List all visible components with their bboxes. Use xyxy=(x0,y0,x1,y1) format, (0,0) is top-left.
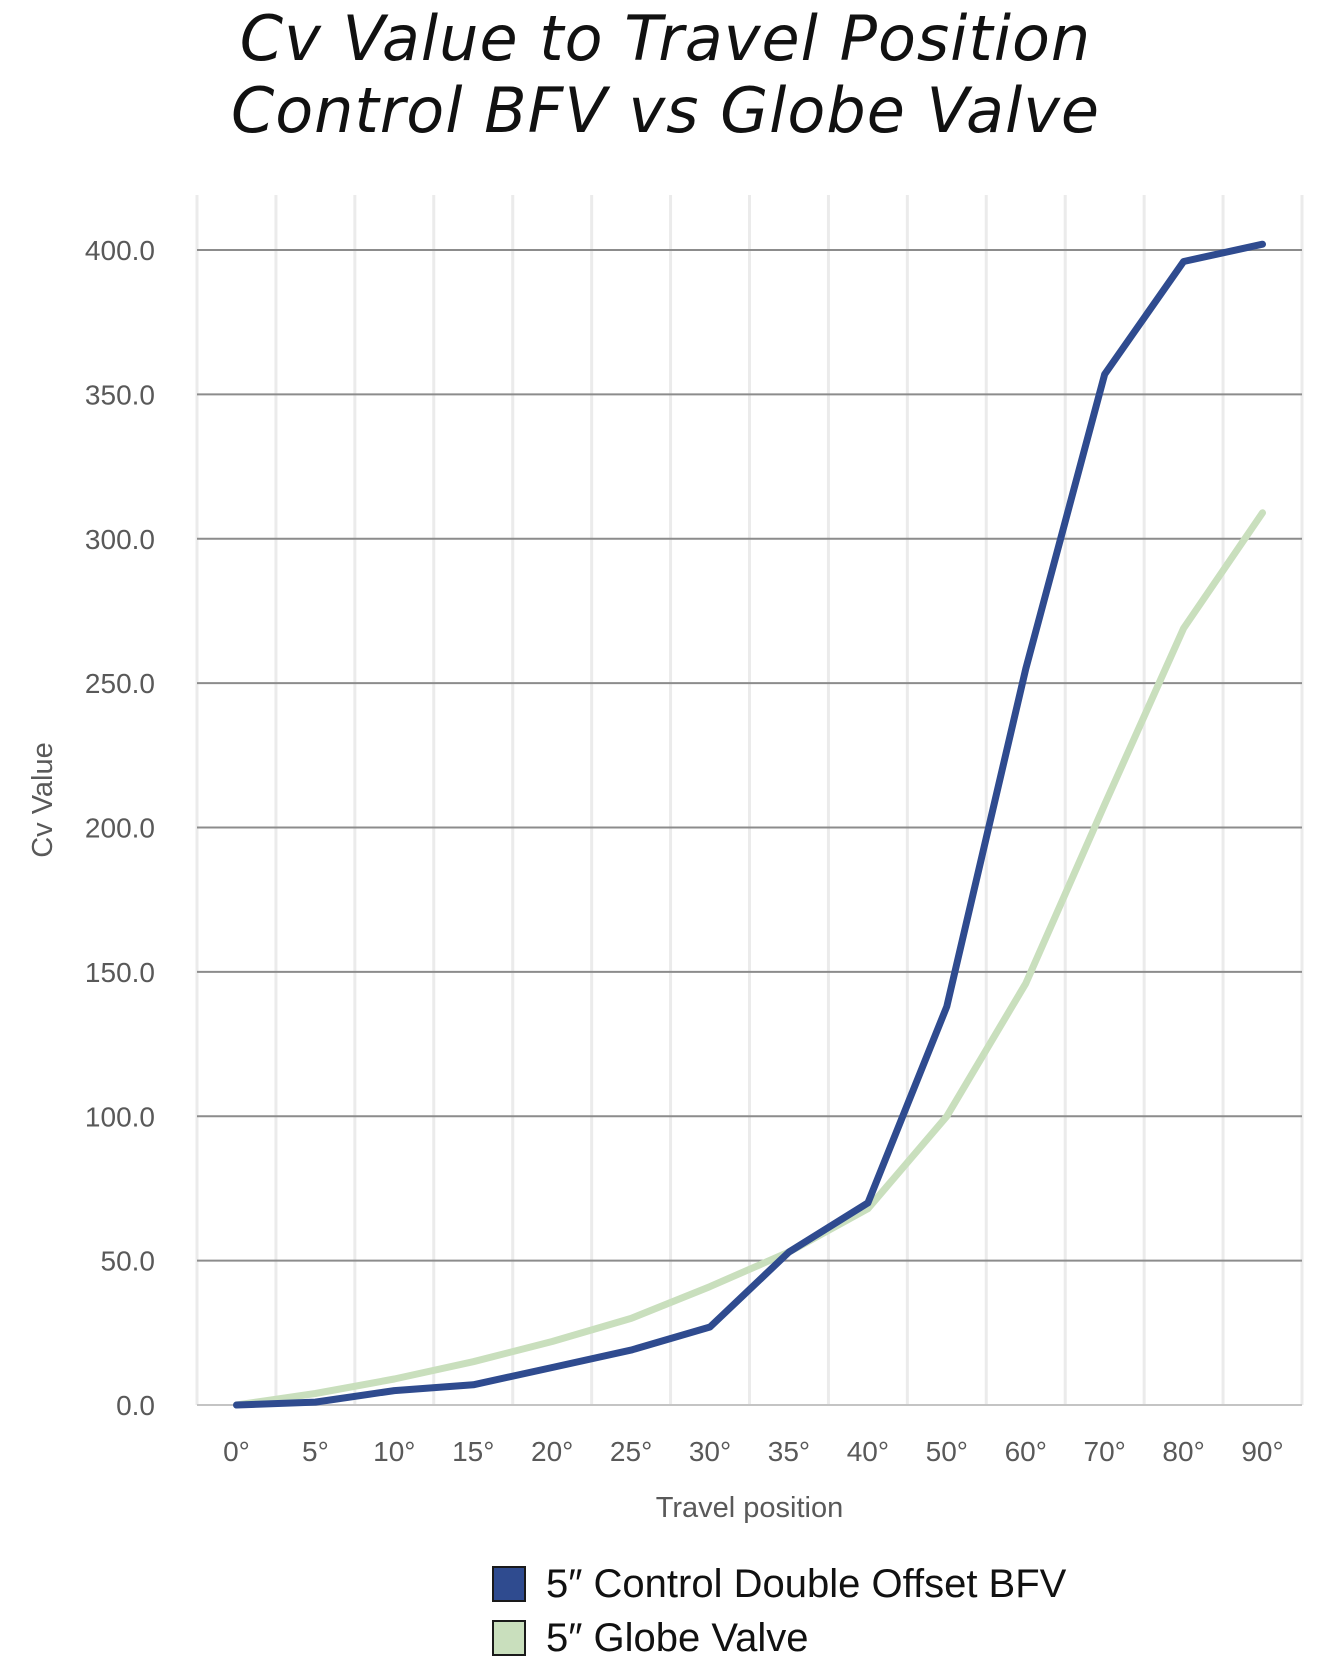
series-lines xyxy=(233,240,1266,1409)
x-tick-label: 20° xyxy=(531,1436,573,1467)
y-axis-tick-labels: 0.0 50.0 100.0 150.0 200.0 250.0 300.0 350.0 400… xyxy=(85,235,155,1421)
y-tick-label: 100.0 xyxy=(85,1101,155,1132)
x-tick-label: 15° xyxy=(452,1436,494,1467)
y-axis-title: Cv Value xyxy=(27,742,59,858)
vertical-gridlines xyxy=(195,195,1304,1405)
legend-label-globe: 5″ Globe Valve xyxy=(546,1616,809,1660)
legend-label-bfv: 5″ Control Double Offset BFV xyxy=(546,1562,1067,1606)
x-tick-label: 90° xyxy=(1241,1436,1283,1467)
y-tick-label: 150.0 xyxy=(85,957,155,988)
x-tick-label: 35° xyxy=(768,1436,810,1467)
chart-title: Cv Value to Travel Position xyxy=(239,2,1092,75)
x-tick-label: 30° xyxy=(689,1436,731,1467)
x-axis-title: Travel position xyxy=(656,1492,844,1524)
y-tick-label: 250.0 xyxy=(85,668,155,699)
y-tick-label: 50.0 xyxy=(101,1246,156,1277)
series-line-globe xyxy=(233,509,1266,1409)
legend-swatch-bfv xyxy=(492,1566,526,1602)
x-tick-label: 40° xyxy=(847,1436,889,1467)
x-tick-label: 50° xyxy=(926,1436,968,1467)
x-tick-label: 70° xyxy=(1084,1436,1126,1467)
x-tick-label: 5° xyxy=(302,1436,329,1467)
x-tick-label: 60° xyxy=(1005,1436,1047,1467)
x-tick-label: 80° xyxy=(1162,1436,1204,1467)
x-axis-tick-labels: 0° 5° 10° 15° 20° 25° 30° 35° 40° 50° 60° 70° 80° 90° xyxy=(223,1436,1284,1467)
y-tick-label: 200.0 xyxy=(85,813,155,844)
series-line-bfv xyxy=(233,240,1266,1409)
chart-subtitle: Control BFV vs Globe Valve xyxy=(230,74,1101,147)
horizontal-gridlines xyxy=(197,249,1302,1406)
legend-swatch-globe xyxy=(492,1620,526,1656)
x-tick-label: 10° xyxy=(373,1436,415,1467)
y-tick-label: 0.0 xyxy=(116,1390,155,1421)
y-tick-label: 300.0 xyxy=(85,524,155,555)
y-tick-label: 350.0 xyxy=(85,379,155,410)
x-tick-label: 0° xyxy=(223,1436,250,1467)
x-tick-label: 25° xyxy=(610,1436,652,1467)
y-tick-label: 400.0 xyxy=(85,235,155,266)
